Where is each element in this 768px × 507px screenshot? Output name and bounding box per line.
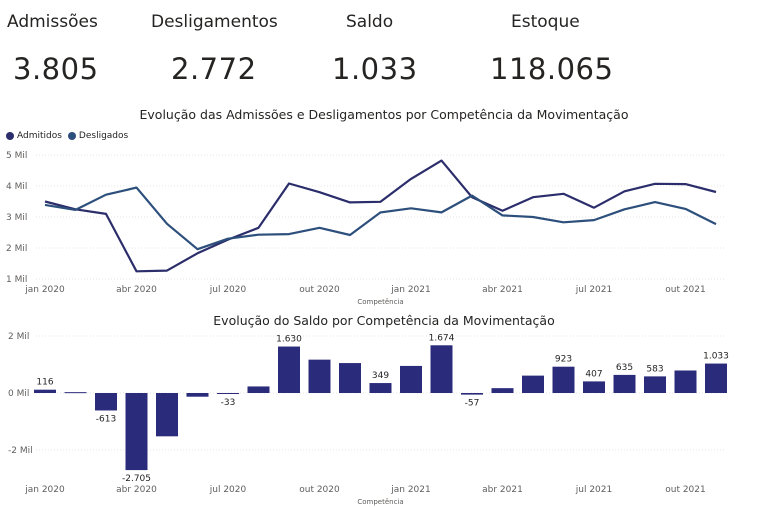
- bar-mar-2020: [95, 393, 117, 411]
- legend-item-admitidos[interactable]: Admitidos: [6, 131, 62, 141]
- legend-label-desligados: Desligados: [78, 131, 129, 141]
- bar-out-2021: [674, 370, 697, 393]
- bar-x-tick-label: out 2020: [299, 485, 340, 495]
- bar-data-label: 349: [372, 371, 389, 381]
- bar-data-label: -57: [465, 399, 480, 409]
- bar-fev-2021: [430, 345, 453, 393]
- series-line-admitidos: [44, 159, 717, 273]
- kpi-label: Saldo: [346, 12, 394, 32]
- bar-y-tick-label: -2 Mil: [8, 446, 33, 456]
- bar-data-label: 923: [555, 355, 572, 365]
- bar-data-label: -613: [96, 414, 116, 424]
- line-x-tick-label: jul 2020: [209, 285, 247, 295]
- kpi-value: 3.805: [13, 52, 99, 86]
- kpi-label: Estoque: [511, 12, 580, 32]
- kpi-value: 118.065: [490, 52, 614, 86]
- bar-chart-title: Evolução do Saldo por Competência da Mov…: [213, 313, 555, 328]
- bar-data-label: 1.674: [429, 333, 455, 343]
- line-x-tick-label: abr 2020: [116, 285, 157, 295]
- bar-abr-2021: [491, 388, 514, 393]
- line-x-tick-label: jul 2021: [575, 285, 612, 295]
- kpi-value: 1.033: [332, 52, 418, 86]
- line-y-tick-label: 4 Mil: [6, 182, 27, 192]
- bar-x-tick-label: abr 2020: [116, 485, 157, 495]
- bar-data-label: -33: [221, 398, 236, 408]
- bar-jan-2020: [34, 389, 56, 393]
- line-x-tick-label: jan 2021: [390, 285, 431, 295]
- line-y-tick-label: 1 Mil: [6, 275, 27, 285]
- kpi-label: Admissões: [7, 12, 98, 32]
- bar-y-tick-label: 0 Mil: [8, 389, 29, 399]
- legend-item-desligados[interactable]: Desligados: [67, 131, 129, 141]
- bar-data-label: 1.033: [703, 352, 729, 362]
- line-x-tick-label: out 2020: [299, 285, 340, 295]
- bar-jul-2021: [583, 381, 605, 393]
- line-x-axis-title: Competência: [357, 298, 403, 306]
- bar-x-tick-label: jul 2021: [575, 485, 612, 495]
- bar-set-2021: [644, 376, 666, 393]
- bar-jun-2020: [186, 393, 209, 397]
- kpi-label: Desligamentos: [151, 12, 278, 32]
- line-y-tick-label: 2 Mil: [6, 244, 27, 254]
- kpi-value: 2.772: [171, 52, 257, 86]
- line-y-tick-label: 3 Mil: [6, 213, 27, 223]
- bar-y-tick-label: 2 Mil: [8, 332, 29, 342]
- bar-data-label: 116: [36, 378, 53, 388]
- bar-data-label: 583: [646, 364, 663, 374]
- bar-x-tick-label: jul 2020: [209, 485, 247, 495]
- bar-x-axis-title: Competência: [357, 498, 403, 506]
- line-chart-title: Evolução das Admissões e Desligamentos p…: [139, 107, 629, 122]
- bar-mar-2021: [461, 393, 483, 395]
- legend-marker-admitidos: [6, 132, 14, 140]
- line-x-tick-label: abr 2021: [482, 285, 523, 295]
- bar-out-2020: [308, 359, 331, 393]
- bar-ago-2020: [247, 386, 270, 393]
- series-line-desligados: [44, 186, 717, 251]
- line-chart-legend: Admitidos Desligados: [6, 131, 130, 141]
- bar-jun-2021: [552, 366, 575, 393]
- line-x-tick-label: out 2021: [665, 285, 706, 295]
- bar-jan-2021: [400, 365, 422, 393]
- line-x-tick-label: jan 2020: [24, 285, 65, 295]
- bar-nov-2021: [705, 363, 727, 393]
- legend-marker-desligados: [67, 132, 76, 140]
- bar-data-label: 635: [616, 363, 633, 373]
- bar-ago-2021: [613, 374, 636, 393]
- bar-mai-2021: [522, 375, 544, 393]
- legend-label-admitidos: Admitidos: [17, 131, 62, 141]
- bar-jul-2020: [217, 393, 239, 394]
- bar-abr-2020: [125, 393, 148, 471]
- line-y-tick-label: 5 Mil: [6, 151, 27, 161]
- bar-fev-2020: [64, 392, 87, 394]
- bar-set-2020: [278, 346, 300, 393]
- bar-x-tick-label: abr 2021: [482, 485, 523, 495]
- bar-x-tick-label: out 2021: [665, 485, 706, 495]
- bar-data-label: -2.705: [122, 474, 151, 484]
- bar-data-label: 407: [585, 369, 602, 379]
- bar-x-tick-label: jan 2020: [24, 485, 65, 495]
- bar-data-label: 1.630: [276, 335, 302, 345]
- bar-dez-2020: [369, 383, 392, 393]
- bar-x-tick-label: jan 2021: [390, 485, 431, 495]
- bar-mai-2020: [156, 393, 178, 437]
- bar-nov-2020: [339, 363, 361, 393]
